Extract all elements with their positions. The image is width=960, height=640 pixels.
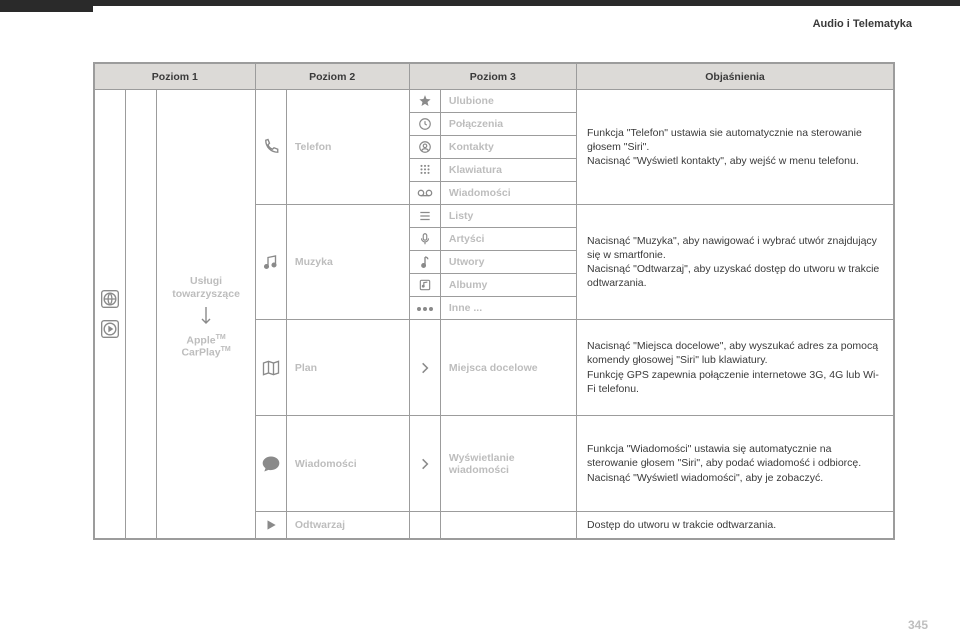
top-bar-left [0,0,93,12]
empty-cell [440,512,576,539]
level1-label-top: Usługi towarzyszące [165,275,246,300]
chevron-right-icon [409,416,440,512]
globe-icon [97,289,123,309]
mic-icon [409,228,440,251]
level3-inne: Inne ... [440,297,576,320]
voicemail-icon [409,182,440,205]
level3-ulubione: Ulubione [440,90,576,113]
level3-wiadomosci-t: Wiadomości [440,182,576,205]
level3-listy: Listy [440,205,576,228]
page-category: Audio i Telematyka [813,18,912,30]
level1-icon-cell [95,90,126,539]
play-icon [255,512,286,539]
level1-label-cell: Usługi towarzyszące AppleTM CarPlayTM [157,90,255,539]
keypad-icon [409,159,440,182]
top-bar [0,0,960,6]
level2-plan: Plan [286,320,409,416]
clock-icon [409,113,440,136]
col-header-1: Poziom 1 [95,64,256,90]
star-icon [409,90,440,113]
level3-artysci: Artyści [440,228,576,251]
map-icon [255,320,286,416]
level2-odtwarzaj: Odtwarzaj [286,512,409,539]
note-icon [409,251,440,274]
desc-telefon: Funkcja "Telefon" ustawia sie automatycz… [577,90,894,205]
level2-wiadomosci: Wiadomości [286,416,409,512]
contact-icon [409,136,440,159]
speech-icon [255,416,286,512]
level3-wyswietlanie: Wyświetlanie wiadomości [440,416,576,512]
col-header-4: Objaśnienia [577,64,894,90]
desc-plan: Nacisnąć "Miejsca docelowe", aby wyszuka… [577,320,894,416]
col-header-2: Poziom 2 [255,64,409,90]
music-icon [255,205,286,320]
table-row: Usługi towarzyszące AppleTM CarPlayTM Te… [95,90,894,113]
desc-odtwarzaj: Dostęp do utworu w trakcie odtwarzania. [577,512,894,539]
chevron-right-icon [409,320,440,416]
main-table: Poziom 1 Poziom 2 Poziom 3 Objaśnienia U… [93,62,895,540]
level1-label-bottom: AppleTM CarPlayTM [165,334,246,359]
level3-polaczenia: Połączenia [440,113,576,136]
col-header-3: Poziom 3 [409,64,576,90]
page-number: 345 [908,618,928,632]
arrow-down-icon [165,305,246,330]
desc-wiadomosci: Funkcja "Wiadomości" ustawia się automat… [577,416,894,512]
desc-muzyka: Nacisnąć "Muzyka", aby nawigować i wybra… [577,205,894,320]
album-icon [409,274,440,297]
dots-icon [409,297,440,320]
level2-telefon: Telefon [286,90,409,205]
table-header-row: Poziom 1 Poziom 2 Poziom 3 Objaśnienia [95,64,894,90]
level3-klawiatura: Klawiatura [440,159,576,182]
carplay-icon [97,319,123,339]
empty-cell [409,512,440,539]
list-icon [409,205,440,228]
level1-spacer [126,90,157,539]
level3-miejsca: Miejsca docelowe [440,320,576,416]
level3-albumy: Albumy [440,274,576,297]
phone-icon [255,90,286,205]
level3-kontakty: Kontakty [440,136,576,159]
level2-muzyka: Muzyka [286,205,409,320]
level3-utwory: Utwory [440,251,576,274]
